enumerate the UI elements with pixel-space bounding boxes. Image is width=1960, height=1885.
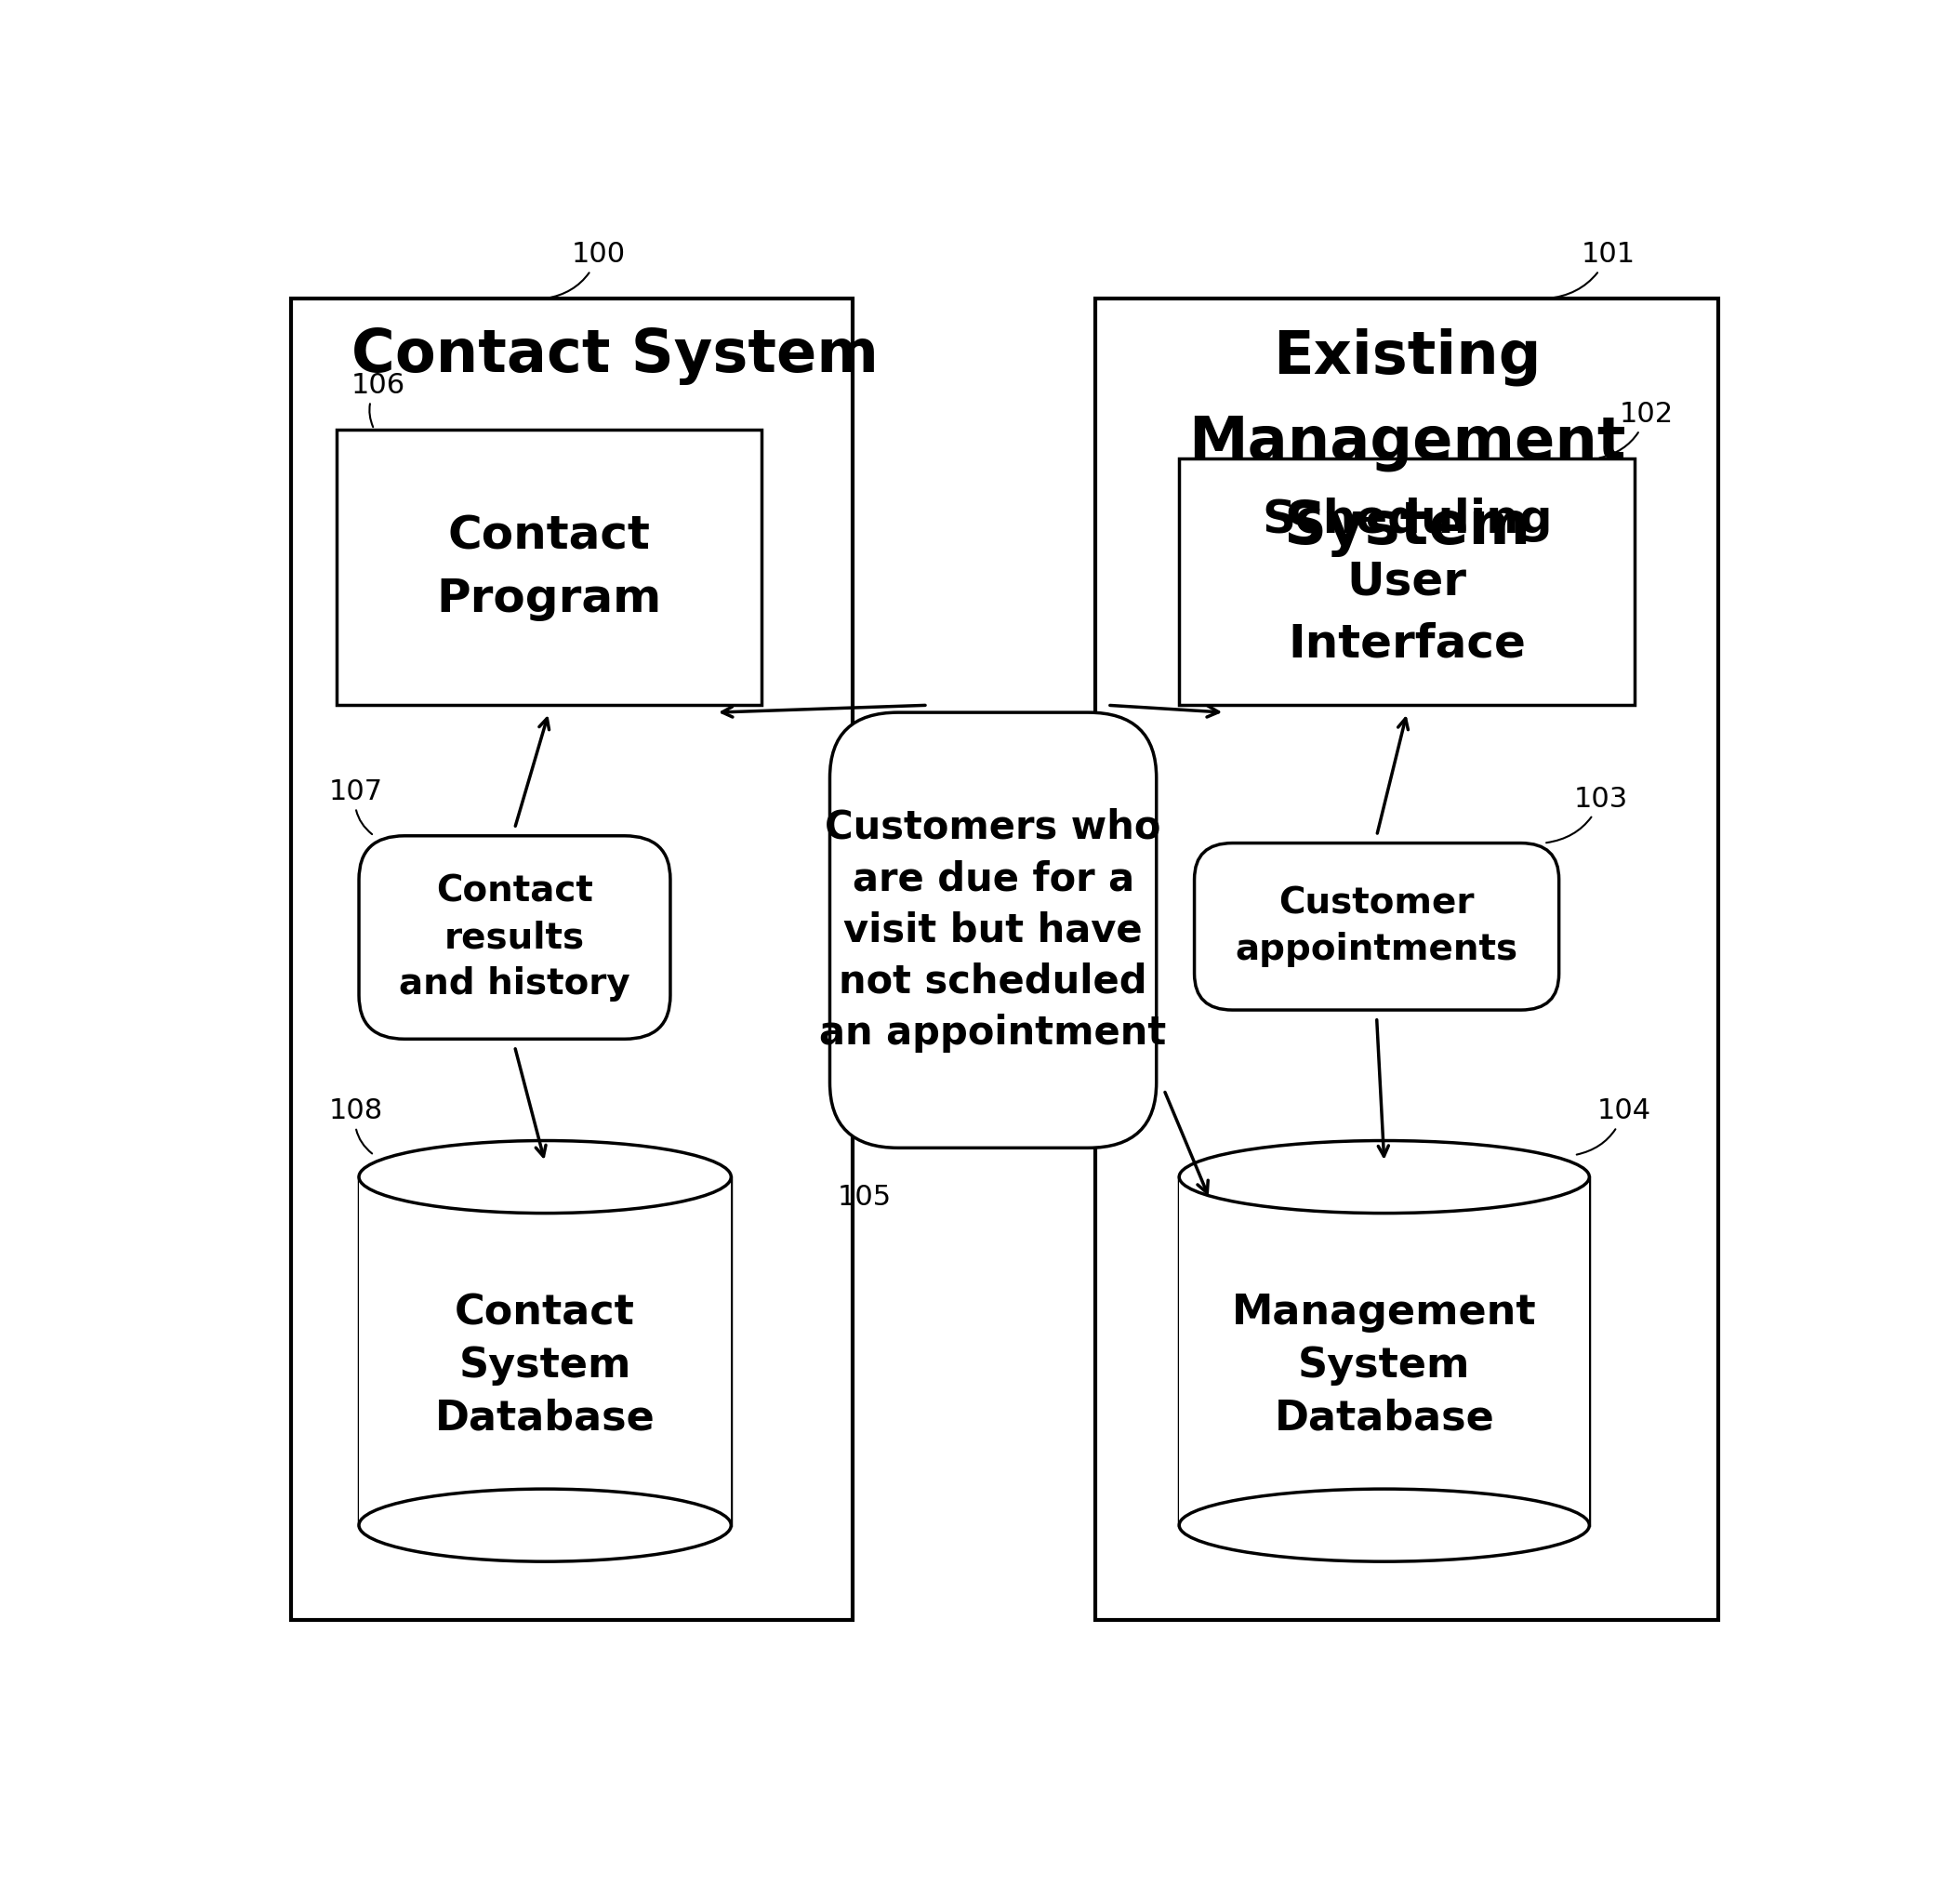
Bar bbox=[290, 298, 853, 1619]
Text: 101: 101 bbox=[1546, 241, 1635, 298]
Bar bbox=[337, 430, 762, 705]
Ellipse shape bbox=[359, 1489, 731, 1561]
Text: 105: 105 bbox=[837, 1184, 892, 1212]
Text: 104: 104 bbox=[1576, 1097, 1650, 1156]
FancyBboxPatch shape bbox=[359, 835, 670, 1039]
Text: 103: 103 bbox=[1546, 786, 1629, 843]
Text: Contact
Program: Contact Program bbox=[437, 515, 661, 620]
Ellipse shape bbox=[1180, 1140, 1590, 1214]
Text: 107: 107 bbox=[329, 779, 382, 835]
Bar bbox=[359, 1176, 731, 1525]
Text: 100: 100 bbox=[547, 241, 625, 298]
FancyBboxPatch shape bbox=[1194, 843, 1558, 1010]
Text: Contact
System
Database: Contact System Database bbox=[435, 1293, 655, 1438]
Text: Contact
results
and history: Contact results and history bbox=[400, 873, 631, 1001]
Text: Customer
appointments: Customer appointments bbox=[1235, 886, 1519, 967]
Text: 106: 106 bbox=[351, 371, 406, 428]
Text: Existing
Management
System: Existing Management System bbox=[1188, 328, 1625, 558]
Text: Customers who
are due for a
visit but have
not scheduled
an appointment: Customers who are due for a visit but ha… bbox=[819, 809, 1166, 1052]
Bar bbox=[1180, 1176, 1590, 1525]
Text: Management
System
Database: Management System Database bbox=[1233, 1293, 1537, 1438]
Bar bbox=[1180, 458, 1635, 705]
Ellipse shape bbox=[1180, 1489, 1590, 1561]
Bar bbox=[1180, 1176, 1590, 1525]
Text: Contact System: Contact System bbox=[351, 328, 878, 385]
Text: 102: 102 bbox=[1599, 402, 1674, 458]
FancyBboxPatch shape bbox=[829, 713, 1156, 1148]
Bar bbox=[1096, 298, 1719, 1619]
Text: 108: 108 bbox=[329, 1097, 382, 1154]
Text: Scheduling
User
Interface: Scheduling User Interface bbox=[1262, 498, 1552, 667]
Ellipse shape bbox=[359, 1140, 731, 1214]
Bar bbox=[359, 1176, 731, 1525]
